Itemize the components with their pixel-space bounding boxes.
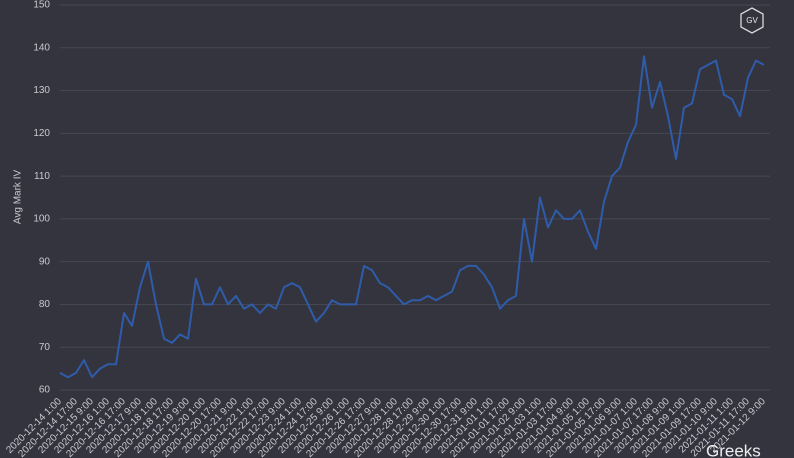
y-tick-label: 90 bbox=[39, 256, 51, 267]
y-axis-label: Avg Mark IV bbox=[13, 170, 24, 225]
logo-text: GV bbox=[746, 16, 758, 25]
line-series bbox=[59, 55, 765, 379]
y-tick-label: 130 bbox=[33, 85, 50, 96]
y-tick-label: 110 bbox=[34, 171, 50, 182]
y-tick-label: 80 bbox=[39, 299, 51, 310]
logo-hexagon bbox=[740, 7, 764, 34]
y-tick-label: 140 bbox=[33, 42, 50, 53]
y-tick-label: 60 bbox=[39, 385, 51, 396]
y-tick-label: 100 bbox=[33, 214, 50, 225]
watermark-logo: GV bbox=[740, 7, 764, 34]
y-tick-label: 150 bbox=[33, 0, 50, 11]
y-tick-label: 120 bbox=[33, 128, 50, 139]
watermark-text: Greeks bbox=[706, 441, 761, 458]
y-tick-label: 70 bbox=[39, 342, 51, 353]
